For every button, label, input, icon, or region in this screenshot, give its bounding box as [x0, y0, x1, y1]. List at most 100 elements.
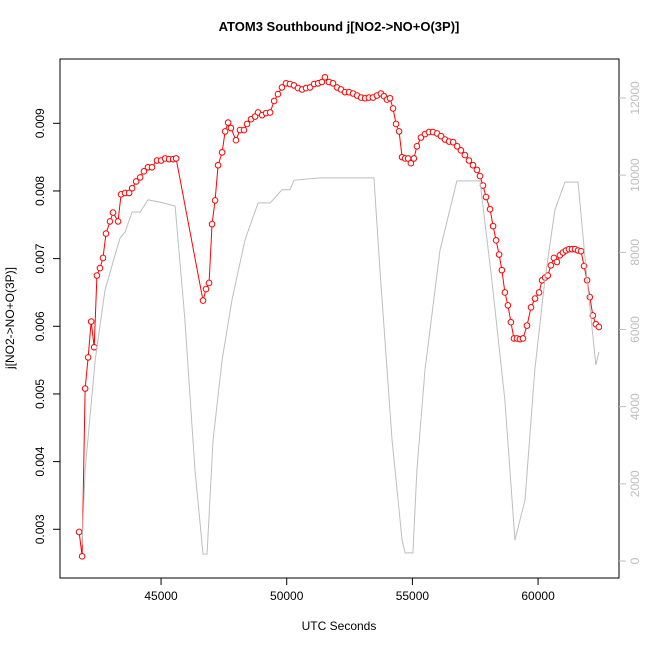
data-point: [274, 90, 282, 98]
data-point: [389, 105, 397, 112]
data-point: [114, 218, 122, 225]
data-point: [531, 295, 539, 302]
y2-tick-label: 12000: [628, 81, 642, 115]
y2-tick-label: 2000: [628, 470, 642, 497]
data-point: [577, 247, 585, 255]
data-point: [457, 147, 465, 154]
data-point: [473, 166, 481, 174]
data-point: [102, 230, 110, 237]
x-tick-label: 60000: [521, 589, 555, 603]
data-point: [535, 289, 543, 296]
data-point: [469, 161, 477, 169]
y2-tick-label: 6000: [628, 316, 642, 343]
y-tick-label: 0.009: [33, 108, 47, 138]
x-tick-label: 45000: [144, 589, 178, 603]
data-point: [547, 262, 555, 269]
data-point: [243, 120, 251, 128]
data-point: [96, 264, 104, 272]
data-point: [208, 220, 216, 228]
data-point: [240, 126, 248, 134]
data-point: [489, 222, 497, 230]
y-tick-label: 0.006: [33, 311, 47, 341]
plot-frame: [59, 58, 620, 579]
data-point: [595, 323, 603, 331]
chart-title: ATOM3 Southbound j[NO2->NO+O(3P)]: [219, 19, 460, 34]
y2-tick-label: 8000: [628, 239, 642, 266]
data-point: [523, 322, 531, 329]
data-point: [318, 78, 326, 86]
data-point: [486, 205, 494, 213]
data-point: [413, 142, 421, 150]
data-point: [93, 272, 101, 279]
data-point: [132, 178, 140, 185]
data-point: [321, 73, 329, 81]
data-point: [99, 254, 107, 262]
data-point: [589, 312, 597, 319]
data-point: [266, 109, 274, 116]
data-point: [221, 128, 229, 135]
data-point: [498, 266, 506, 274]
y-tick-label: 0.005: [33, 379, 47, 409]
data-point: [218, 149, 226, 156]
data-point: [482, 193, 490, 201]
data-point: [136, 174, 144, 181]
data-point: [465, 157, 473, 164]
y-tick-label: 0.008: [33, 176, 47, 206]
data-point: [125, 189, 133, 197]
data-point: [227, 124, 235, 132]
data-point: [278, 84, 286, 91]
data-point: [199, 297, 207, 304]
data-point: [211, 197, 219, 204]
data-point: [553, 258, 561, 266]
data-point: [519, 335, 527, 342]
x-tick-label: 55000: [396, 589, 430, 603]
data-point: [392, 120, 400, 128]
data-point: [395, 128, 403, 135]
data-point: [476, 172, 484, 180]
data-point: [214, 161, 222, 169]
data-point: [504, 302, 512, 309]
data-point: [90, 343, 98, 351]
data-point: [81, 385, 89, 392]
data-point: [507, 318, 515, 326]
data-point: [449, 138, 457, 146]
data-point: [527, 304, 535, 311]
data-point: [501, 289, 509, 296]
data-point: [495, 251, 503, 258]
data-point: [75, 528, 83, 536]
data-point: [224, 119, 232, 126]
data-point: [492, 237, 500, 244]
data-point: [148, 163, 156, 171]
data-point: [106, 218, 114, 225]
x-tick-label: 50000: [270, 589, 304, 603]
y2-tick-label: 4000: [628, 393, 642, 420]
data-point: [205, 279, 213, 287]
data-point: [586, 293, 594, 301]
data-point: [270, 97, 278, 105]
data-point: [461, 151, 469, 159]
x-axis-label: UTC Seconds: [302, 619, 377, 633]
data-point: [172, 155, 180, 162]
series-line: [78, 76, 600, 557]
data-point: [84, 354, 92, 361]
y2-tick-label: 0: [628, 557, 642, 564]
y-tick-label: 0.004: [33, 446, 47, 476]
data-point: [453, 142, 461, 150]
data-point: [232, 136, 240, 144]
data-point: [78, 553, 86, 560]
data-point: [386, 94, 394, 102]
data-point: [410, 155, 418, 162]
y-axis-label: j[NO2->NO+O(3P)]: [3, 267, 17, 370]
y-tick-label: 0.007: [33, 243, 47, 273]
y2-tick-label: 10000: [628, 158, 642, 192]
y-tick-label: 0.003: [33, 514, 47, 544]
data-point: [202, 285, 210, 293]
data-point: [87, 318, 95, 325]
data-point: [407, 159, 415, 167]
data-point: [128, 184, 136, 192]
data-point: [109, 209, 117, 216]
data-point: [140, 168, 148, 175]
data-point: [329, 80, 337, 87]
series-line: [81, 177, 600, 555]
